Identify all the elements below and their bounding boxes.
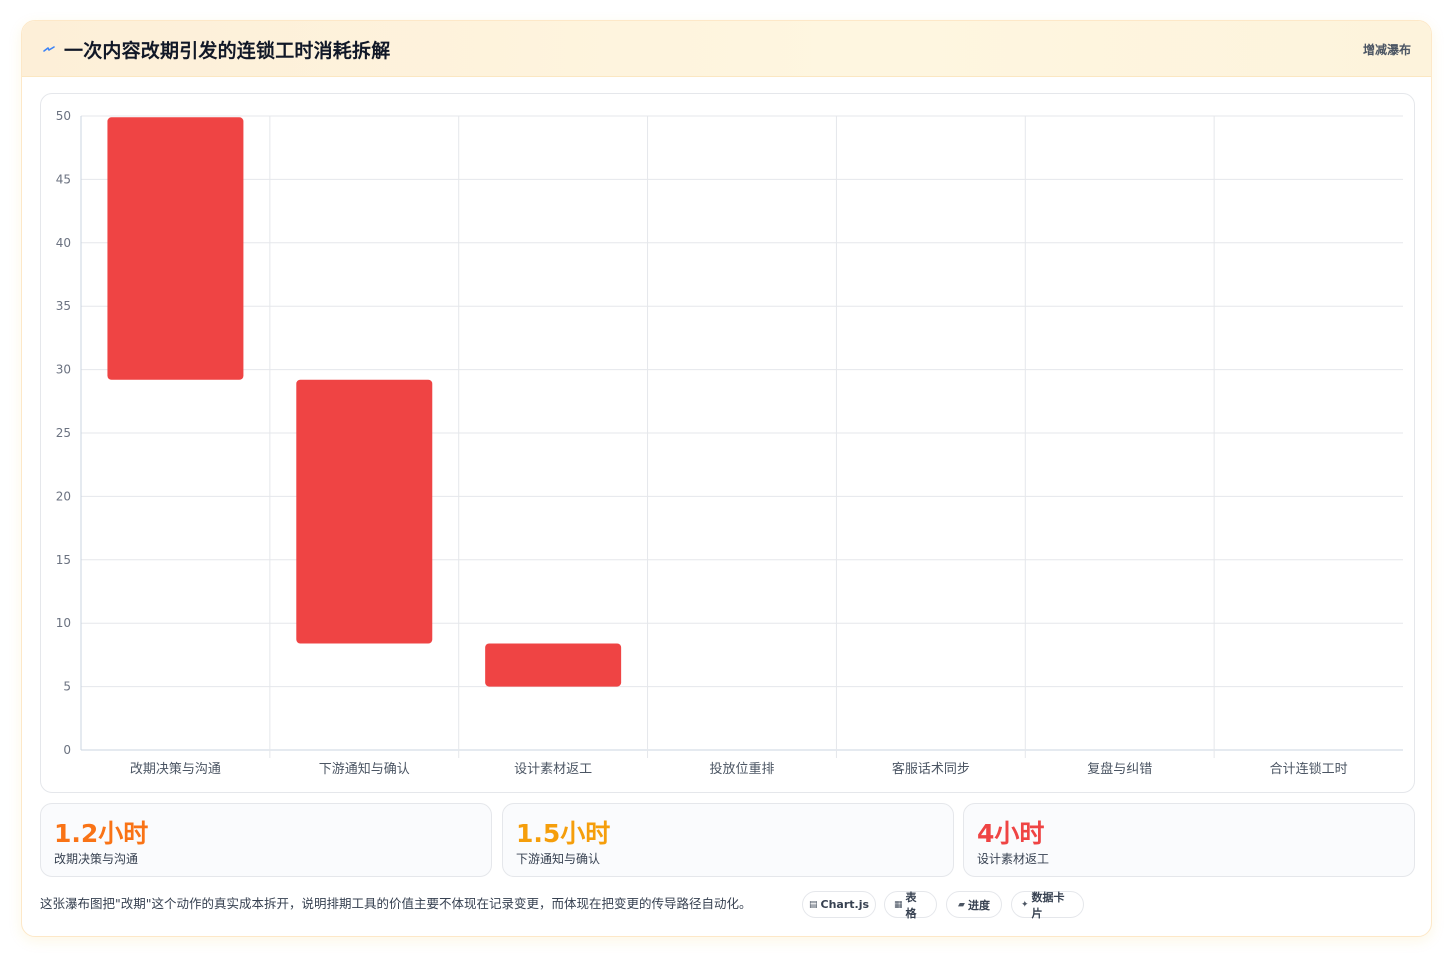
x-tick-label: 合计连锁工时 bbox=[1270, 761, 1348, 777]
y-tick-label: 5 bbox=[63, 680, 71, 694]
chart-type-tag: 增减瀑布 bbox=[1362, 43, 1411, 57]
pill-label: 表格 bbox=[905, 890, 917, 920]
stat-label: 设计素材返工 bbox=[977, 852, 1050, 866]
y-tick-label: 15 bbox=[56, 553, 71, 567]
pill-progress[interactable]: ▰ 进度 bbox=[946, 891, 1002, 918]
chart-container: 0 5 10 15 20 25 30 35 40 45 50 改期决策与沟通 下游通知与确认 设计素材返工… bbox=[40, 93, 1415, 793]
progress-icon: ▰ bbox=[958, 899, 965, 910]
x-tick-label: 改期决策与沟通 bbox=[130, 761, 221, 777]
waterfall-chart: 0 5 10 15 20 25 30 35 40 45 50 改期决策与沟通 下游通知与确认 设计素材返工… bbox=[56, 109, 1403, 777]
y-tick-label: 35 bbox=[56, 299, 71, 313]
y-tick-label: 30 bbox=[56, 363, 71, 377]
header-bar: 一次内容改期引发的连锁工时消耗拆解 增减瀑布 bbox=[22, 21, 1431, 77]
table-icon: ▦ bbox=[894, 899, 903, 910]
sparkle-icon: ✦ bbox=[1021, 899, 1029, 910]
pill-label: 数据卡片 bbox=[1031, 890, 1065, 920]
x-tick-label: 客服话术同步 bbox=[892, 761, 970, 777]
stat-value: 1.2小时 bbox=[54, 819, 149, 848]
x-tick-label: 投放位重排 bbox=[709, 761, 774, 777]
lightning-icon bbox=[43, 46, 55, 52]
stat-value: 4小时 bbox=[977, 819, 1045, 848]
y-tick-label: 0 bbox=[63, 743, 71, 757]
y-tick-label: 45 bbox=[56, 172, 71, 186]
stat-label: 下游通知与确认 bbox=[516, 852, 601, 866]
y-tick-label: 10 bbox=[56, 616, 71, 630]
y-tick-label: 20 bbox=[56, 489, 71, 503]
y-tick-label: 50 bbox=[56, 109, 71, 123]
page-title: 一次内容改期引发的连锁工时消耗拆解 bbox=[64, 40, 391, 62]
pill-data-card[interactable]: ✦ 数据卡片 bbox=[1011, 890, 1084, 920]
pill-label: 进度 bbox=[967, 898, 990, 912]
stat-card: 1.5小时 下游通知与确认 bbox=[502, 803, 954, 877]
stat-value: 1.5小时 bbox=[516, 819, 611, 848]
x-tick-label: 复盘与纠错 bbox=[1087, 761, 1152, 777]
main-card: 一次内容改期引发的连锁工时消耗拆解 增减瀑布 0 5 10 15 20 25 30 35 40 4… bbox=[21, 20, 1432, 937]
pill-label: Chart.js bbox=[820, 898, 870, 911]
y-tick-label: 25 bbox=[56, 426, 71, 440]
stat-card: 1.2小时 改期决策与沟通 bbox=[40, 803, 492, 877]
chart-icon: ▤ bbox=[808, 899, 818, 910]
footer-note: 这张瀑布图把"改期"这个动作的真实成本拆开，说明排期工具的价值主要不体现在记录变… bbox=[40, 896, 752, 911]
waterfall-bar bbox=[107, 117, 244, 380]
stat-card: 4小时 设计素材返工 bbox=[963, 803, 1415, 877]
x-tick-label: 下游通知与确认 bbox=[319, 761, 410, 777]
stat-label: 改期决策与沟通 bbox=[54, 852, 139, 866]
pill-table[interactable]: ▦ 表格 bbox=[884, 890, 937, 920]
waterfall-bar bbox=[485, 643, 622, 687]
x-tick-label: 设计素材返工 bbox=[514, 762, 592, 777]
waterfall-bar bbox=[296, 379, 433, 644]
y-tick-label: 40 bbox=[56, 236, 71, 250]
pill-chartjs[interactable]: ▤ Chart.js bbox=[802, 891, 876, 918]
